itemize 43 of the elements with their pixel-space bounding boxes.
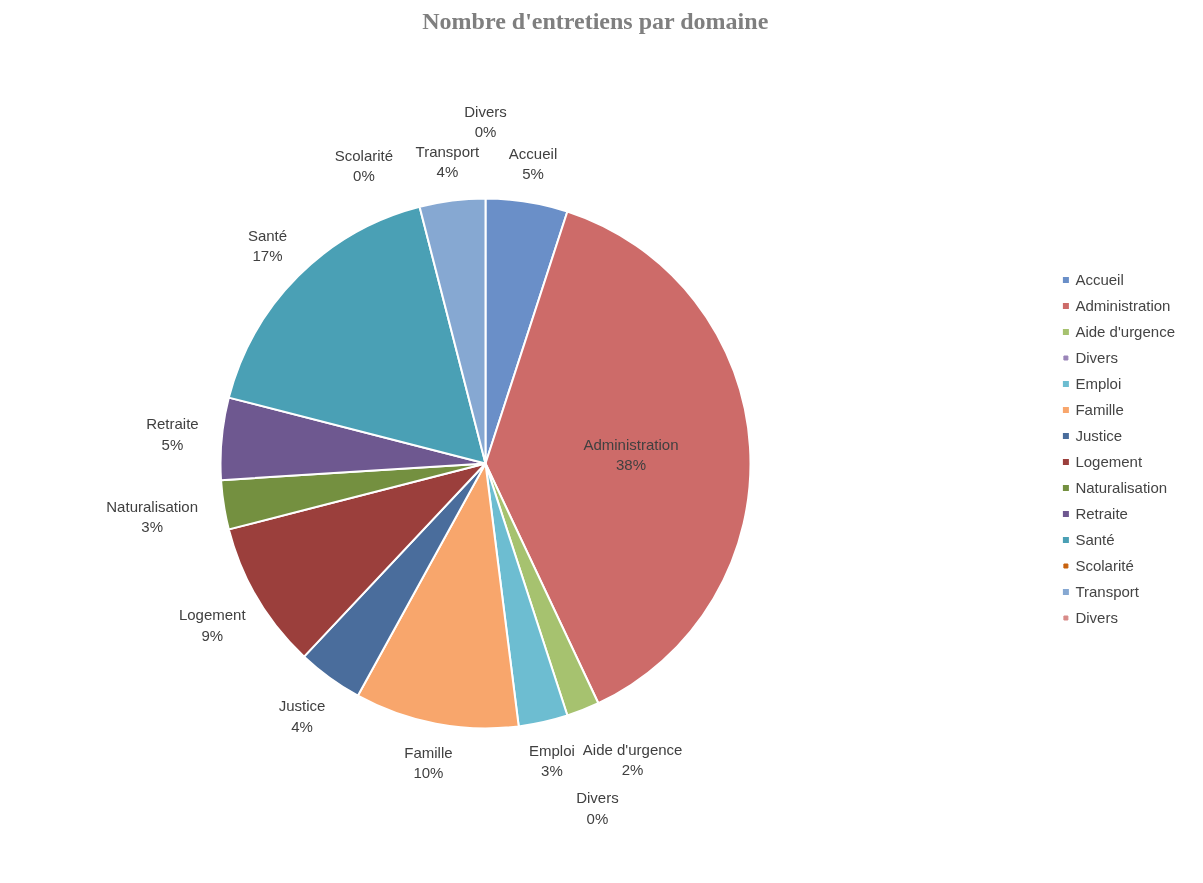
legend-label: Scolarité xyxy=(1075,556,1134,574)
slice-label: Justice xyxy=(278,697,326,715)
chart-title: Nombre d'entretiens par domaine xyxy=(422,7,769,34)
legend-label: Santé xyxy=(1075,530,1115,548)
data-label: 3% xyxy=(141,518,163,535)
category-label: Scolarité xyxy=(334,146,394,164)
slice-label: Naturalisation xyxy=(106,497,198,515)
slice-label: Administration xyxy=(583,435,679,453)
data-label: 5% xyxy=(522,165,544,183)
slice-label: Santé xyxy=(247,226,288,244)
legend-label: Retraite xyxy=(1075,504,1128,522)
legend-label: Justice xyxy=(1075,426,1123,444)
data-label: 2% xyxy=(621,760,644,778)
slice-label: Transport xyxy=(415,143,481,161)
text: 0% xyxy=(474,123,497,141)
legend-label: Naturalisation xyxy=(1075,478,1168,496)
data-label: 3% xyxy=(541,762,563,780)
slice-label: Emploi xyxy=(529,741,575,759)
slice-label: Logement xyxy=(178,606,247,624)
legend-label: Aide d'urgence xyxy=(1075,322,1175,340)
legend-label: Divers xyxy=(1075,608,1118,626)
data-label: 17% xyxy=(252,247,283,265)
legend-label: Emploi xyxy=(1075,374,1122,392)
category-label: Divers xyxy=(464,102,507,120)
data-label: 9% xyxy=(201,626,224,644)
legend-label: Transport xyxy=(1075,582,1140,600)
text: 0% xyxy=(353,167,375,185)
data-label: 4% xyxy=(291,717,313,735)
legend-label: Famille xyxy=(1075,400,1124,418)
legend-label: Divers xyxy=(1075,348,1118,366)
data-label: 4% xyxy=(436,163,459,181)
data-label: 38% xyxy=(615,456,646,474)
legend-label: Accueil xyxy=(1075,270,1124,288)
data-label: 10% xyxy=(413,764,444,782)
text: 0% xyxy=(586,809,609,827)
legend-label: Logement xyxy=(1075,452,1143,470)
data-label: 5% xyxy=(161,435,184,453)
slice-label: Aide d'urgence xyxy=(582,740,683,758)
slice-label: Famille xyxy=(404,744,453,762)
slice-label: Accueil xyxy=(508,144,558,162)
category-label: Divers xyxy=(576,789,619,807)
legend-label: Administration xyxy=(1075,296,1171,314)
slice-label: Retraite xyxy=(146,415,199,433)
